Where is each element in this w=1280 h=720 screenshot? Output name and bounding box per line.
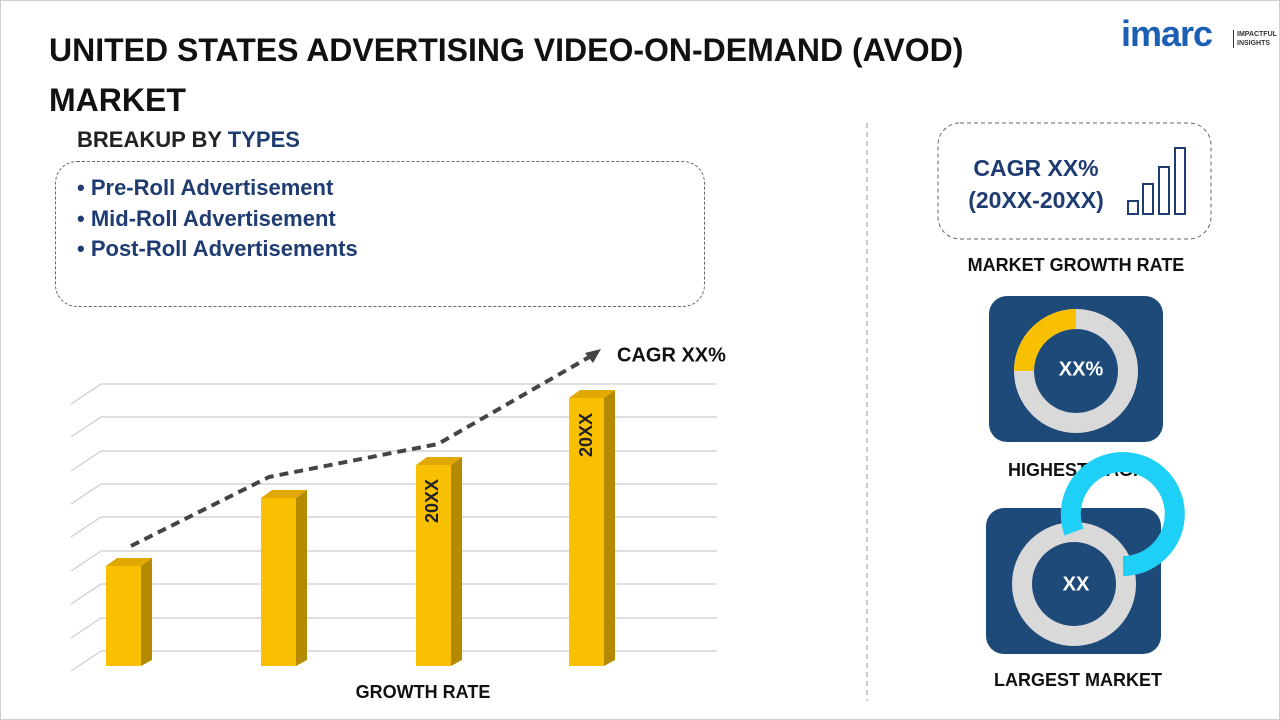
grid: [70, 383, 717, 672]
chart-cagr: CAGR XX%: [617, 344, 726, 366]
highest-value: XX%: [1059, 358, 1104, 380]
highest-arc: [1014, 309, 1077, 372]
item-text: Mid-Roll Advertisement: [90, 205, 336, 231]
largest-value: XX: [1063, 573, 1090, 595]
arrow-head: [585, 349, 601, 363]
growth-box: [937, 122, 1212, 240]
list-item: • Pre-Roll Advertisement: [77, 175, 334, 200]
trend-arrow: [130, 354, 592, 548]
breakup-box: [55, 161, 705, 307]
largest-caption: LARGEST MARKET: [994, 670, 1162, 690]
breakup-label: BREAKUP BY: [77, 127, 222, 152]
growth-icon: [1127, 147, 1186, 215]
item-text: Post-Roll Advertisements: [90, 236, 358, 261]
growth-caption: MARKET GROWTH RATE: [968, 255, 1185, 275]
list-item: • Post-Roll Advertisements: [77, 236, 358, 261]
breakup-list: • Pre-Roll Advertisement • Mid-Roll Adve…: [77, 173, 358, 265]
bars: [106, 390, 615, 666]
logo-tagline: IMPACTFUL INSIGHTS: [1233, 30, 1277, 48]
breakup-heading: BREAKUP BY TYPES: [77, 127, 300, 153]
item-text: Pre-Roll Advertisement: [90, 175, 334, 200]
breakup-highlight: TYPES: [227, 127, 300, 152]
tagline-line: INSIGHTS: [1237, 40, 1271, 47]
chart-caption: GROWTH RATE: [356, 682, 491, 702]
growth-period: (20XX-20XX): [968, 187, 1104, 213]
bar-label: 20XX: [422, 479, 442, 523]
tagline-line: IMPACTFUL: [1237, 31, 1277, 38]
logo: imarc: [1121, 13, 1213, 54]
largest-arc: [1060, 452, 1185, 576]
bar-label: 20XX: [576, 413, 596, 457]
list-item: • Mid-Roll Advertisement: [77, 205, 336, 231]
growth-value: CAGR XX%: [973, 155, 1098, 181]
title: UNITED STATES ADVERTISING VIDEO-ON-DEMAN…: [49, 32, 964, 118]
